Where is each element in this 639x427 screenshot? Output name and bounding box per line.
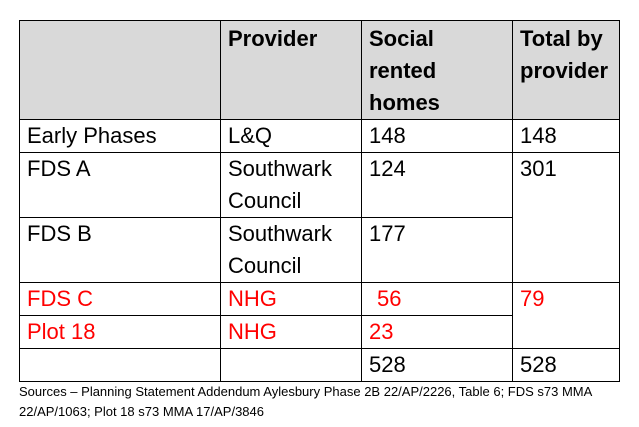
phase-cell: Plot 18 [19, 315, 221, 349]
homes-total-cell: 528 [361, 348, 513, 382]
provider-cell [220, 348, 362, 382]
table-total-row: 528 528 [19, 348, 620, 382]
provider-cell: Southwark Council [220, 217, 362, 283]
header-blank-cell [19, 20, 221, 120]
table-row: FDS A Southwark Council 124 301 [19, 152, 620, 283]
homes-cell: 56 [361, 282, 513, 316]
phase-cell: FDS C [19, 282, 221, 316]
table-row: FDS B Southwark Council 177 [19, 217, 620, 283]
table-header-row: Provider Social rented homes Total by pr… [19, 20, 620, 120]
total-cell: 79 [512, 282, 620, 349]
provider-cell: L&Q [220, 119, 362, 153]
header-provider: Provider [220, 20, 362, 120]
table-row: Plot 18 NHG 23 [19, 315, 620, 349]
homes-cell: 124 [361, 152, 513, 218]
sources-note: Sources – Planning Statement Addendum Ay… [19, 384, 592, 419]
phase-cell [19, 348, 221, 382]
total-cell: 301 [512, 152, 620, 283]
grand-total-cell: 528 [512, 348, 620, 382]
housing-table: Provider Social rented homes Total by pr… [19, 20, 620, 382]
homes-cell: 23 [361, 315, 513, 349]
table-row: FDS C NHG 56 79 [19, 282, 620, 349]
header-total-by-provider: Total by provider [512, 20, 620, 120]
provider-cell: NHG [220, 315, 362, 349]
homes-cell: 148 [361, 119, 513, 153]
phase-cell: FDS B [19, 217, 221, 283]
phase-cell: Early Phases [19, 119, 221, 153]
header-social-rented-homes: Social rented homes [361, 20, 513, 120]
phase-cell: FDS A [19, 152, 221, 218]
homes-cell: 177 [361, 217, 513, 283]
provider-cell: Southwark Council [220, 152, 362, 218]
total-cell: 148 [512, 119, 620, 153]
table-row: Early Phases L&Q 148 148 [19, 119, 620, 153]
provider-cell: NHG [220, 282, 362, 316]
